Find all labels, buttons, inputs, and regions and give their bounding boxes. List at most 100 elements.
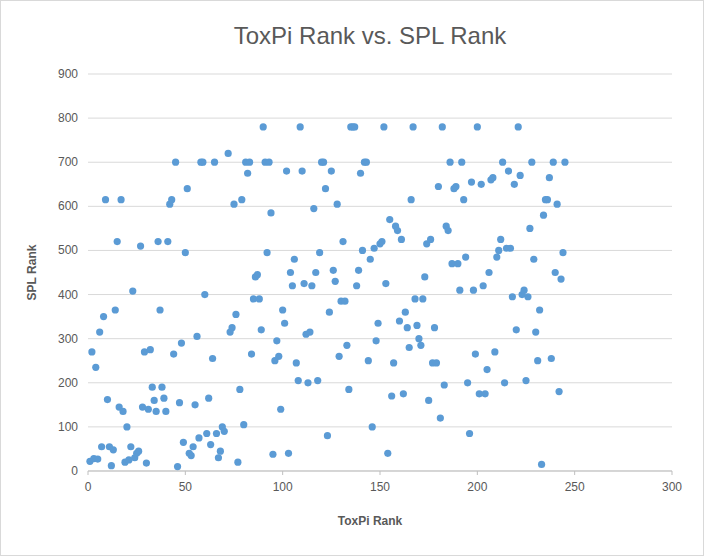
point xyxy=(322,185,329,192)
point xyxy=(437,414,444,421)
point xyxy=(129,287,136,294)
point xyxy=(390,359,397,366)
point xyxy=(147,346,154,353)
point xyxy=(355,267,362,274)
point xyxy=(478,181,485,188)
point xyxy=(236,386,243,393)
point xyxy=(561,159,568,166)
point xyxy=(351,123,358,130)
point xyxy=(102,196,109,203)
point xyxy=(254,271,261,278)
point xyxy=(154,238,161,245)
point xyxy=(559,249,566,256)
y-axis-label: SPL Rank xyxy=(25,244,39,300)
point xyxy=(482,390,489,397)
point xyxy=(454,260,461,267)
x-tick-label: 200 xyxy=(467,480,487,494)
point xyxy=(207,441,214,448)
point xyxy=(371,245,378,252)
point xyxy=(497,236,504,243)
point xyxy=(554,201,561,208)
point xyxy=(489,174,496,181)
point xyxy=(246,159,253,166)
point xyxy=(509,293,516,300)
point xyxy=(326,309,333,316)
point xyxy=(267,209,274,216)
point xyxy=(182,249,189,256)
point xyxy=(108,462,115,469)
x-tick xyxy=(380,471,381,475)
point xyxy=(382,280,389,287)
grid-line xyxy=(88,118,672,119)
point xyxy=(493,253,500,260)
point xyxy=(92,364,99,371)
point xyxy=(156,306,163,313)
point xyxy=(308,282,315,289)
grid-line xyxy=(88,74,672,75)
point xyxy=(419,295,426,302)
point xyxy=(546,174,553,181)
point xyxy=(415,335,422,342)
point xyxy=(513,326,520,333)
point xyxy=(548,355,555,362)
point xyxy=(295,377,302,384)
point xyxy=(495,247,502,254)
point xyxy=(203,430,210,437)
point xyxy=(445,227,452,234)
point xyxy=(464,379,471,386)
point xyxy=(472,351,479,358)
point xyxy=(552,269,559,276)
point xyxy=(456,287,463,294)
point xyxy=(283,167,290,174)
point xyxy=(421,273,428,280)
chart: ToxPi Rank vs. SPL Rank01002003004005006… xyxy=(0,0,704,556)
point xyxy=(269,451,276,458)
point xyxy=(557,276,564,283)
point xyxy=(228,324,235,331)
point xyxy=(433,359,440,366)
point xyxy=(466,430,473,437)
point xyxy=(425,397,432,404)
point xyxy=(304,379,311,386)
point xyxy=(406,344,413,351)
point xyxy=(244,170,251,177)
point xyxy=(394,227,401,234)
point xyxy=(532,328,539,335)
point xyxy=(215,454,222,461)
x-tick-label: 300 xyxy=(662,480,682,494)
point xyxy=(88,348,95,355)
grid-line xyxy=(88,294,672,295)
x-tick-label: 150 xyxy=(370,480,390,494)
point xyxy=(119,408,126,415)
point xyxy=(452,183,459,190)
point xyxy=(501,379,508,386)
point xyxy=(462,253,469,260)
point xyxy=(408,196,415,203)
y-tick-label: 500 xyxy=(58,243,78,257)
point xyxy=(373,337,380,344)
point xyxy=(485,269,492,276)
point xyxy=(386,216,393,223)
point xyxy=(158,384,165,391)
x-tick xyxy=(672,471,673,475)
point xyxy=(522,377,529,384)
point xyxy=(363,159,370,166)
point xyxy=(526,225,533,232)
point xyxy=(555,388,562,395)
point xyxy=(260,123,267,130)
point xyxy=(341,298,348,305)
point xyxy=(168,196,175,203)
point xyxy=(104,396,111,403)
points xyxy=(86,123,568,470)
point xyxy=(234,459,241,466)
point xyxy=(112,306,119,313)
point xyxy=(217,448,224,455)
y-tick-label: 900 xyxy=(58,67,78,81)
point xyxy=(446,159,453,166)
point xyxy=(511,181,518,188)
point xyxy=(417,342,424,349)
point xyxy=(435,183,442,190)
point xyxy=(439,123,446,130)
point xyxy=(209,355,216,362)
point xyxy=(534,357,541,364)
